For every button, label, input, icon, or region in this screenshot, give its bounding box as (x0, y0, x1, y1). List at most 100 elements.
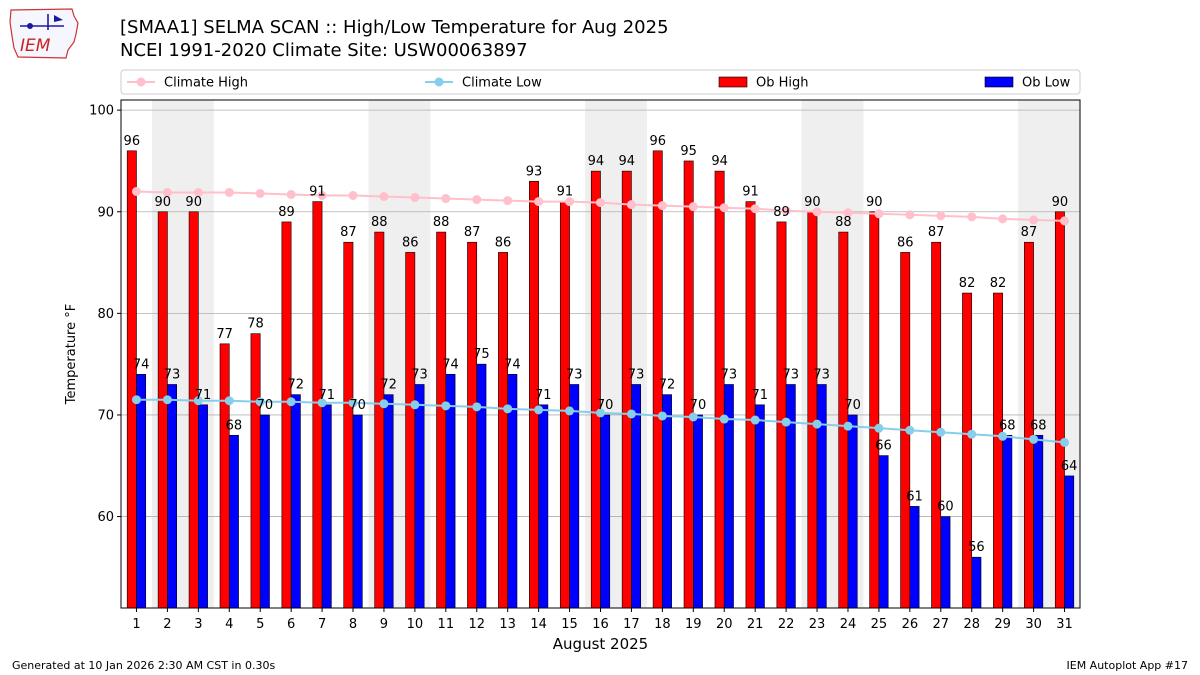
climate-low-point (193, 396, 203, 406)
legend-label-ob-high: Ob High (756, 76, 809, 91)
ob-low-bar (198, 404, 208, 609)
footer-generated: Generated at 10 Jan 2026 2:30 AM CST in … (12, 659, 276, 672)
y-tick-label: 80 (97, 307, 114, 322)
ob-low-label: 74 (504, 357, 521, 372)
ob-low-label: 68 (1030, 418, 1047, 433)
climate-low-point (379, 399, 389, 409)
ob-high-label: 89 (773, 205, 790, 220)
climate-low-point (441, 401, 451, 411)
ob-high-bar (931, 241, 942, 609)
climate-high-point (255, 188, 265, 198)
ob-high-label: 88 (835, 215, 852, 230)
ob-high-label: 86 (897, 235, 914, 250)
climate-low-point (1029, 434, 1039, 444)
ob-low-label: 68 (999, 418, 1016, 433)
climate-high-point (131, 186, 141, 196)
ob-low-bar (600, 414, 611, 609)
climate-low-point (967, 429, 977, 439)
ob-low-bar (538, 404, 549, 609)
ob-high-bar (498, 252, 508, 609)
ob-high-label: 93 (526, 164, 543, 179)
climate-low-point (688, 412, 698, 422)
legend-box (120, 69, 1081, 95)
ob-low-bar (909, 506, 920, 609)
ob-high-bar (1054, 211, 1065, 609)
ob-high-bar (219, 343, 230, 609)
x-tick-label: 11 (438, 617, 455, 632)
climate-low-point (472, 402, 482, 412)
x-tick-label: 9 (380, 617, 388, 632)
legend-label-ob-low: Ob Low (1022, 76, 1071, 91)
ob-low-bar (693, 414, 703, 609)
climate-low-point (534, 405, 544, 415)
climate-low-point (565, 406, 575, 416)
x-tick-label: 10 (407, 617, 424, 632)
climate-high-point (565, 197, 575, 207)
x-tick-label: 5 (256, 617, 264, 632)
climate-high-point (503, 196, 513, 206)
ob-high-label: 88 (433, 215, 450, 230)
climate-high-point (286, 189, 296, 199)
ob-low-label: 70 (349, 398, 366, 413)
climate-low-point (998, 431, 1008, 441)
ob-low-bar (476, 363, 487, 609)
ob-low-label: 72 (380, 378, 397, 393)
ob-low-bar (1033, 434, 1044, 609)
ob-low-label: 70 (690, 398, 707, 413)
climate-low-point (905, 425, 915, 435)
climate-high-point (719, 203, 729, 213)
ob-low-bar (383, 394, 394, 609)
ob-low-bar (754, 404, 765, 609)
ob-low-label: 73 (164, 367, 181, 382)
ob-low-bar (136, 374, 147, 609)
ob-high-label: 96 (124, 134, 141, 149)
ob-high-bar (683, 160, 694, 609)
ob-low-label: 70 (844, 398, 861, 413)
ob-high-bar (745, 201, 756, 609)
ob-low-label: 73 (782, 367, 799, 382)
chart-title: [SMAA1] SELMA SCAN :: High/Low Temperatu… (120, 17, 669, 38)
x-tick-label: 30 (1025, 617, 1042, 632)
ob-high-bar (467, 241, 478, 609)
ob-high-bar (436, 231, 447, 609)
climate-low-point (781, 417, 791, 427)
x-tick-label: 1 (132, 617, 140, 632)
x-tick-label: 24 (840, 617, 857, 632)
ob-high-bar (126, 150, 137, 609)
climate-high-point (534, 197, 544, 207)
legend-label-climate-low: Climate Low (462, 76, 542, 91)
chart-subtitle: NCEI 1991-2020 Climate Site: USW00063897 (120, 40, 528, 61)
ob-high-label: 87 (1021, 225, 1038, 240)
climate-high-point (596, 198, 605, 208)
y-tick-label: 100 (89, 104, 114, 119)
x-tick-label: 31 (1056, 617, 1073, 632)
ob-low-label: 70 (597, 398, 614, 413)
ob-high-bar (405, 252, 416, 609)
ob-high-bar (188, 211, 199, 609)
x-tick-label: 26 (902, 617, 919, 632)
ob-high-label: 94 (588, 154, 605, 169)
climate-high-point (626, 200, 636, 210)
x-tick-label: 17 (623, 617, 640, 632)
x-tick-label: 7 (318, 617, 326, 632)
ob-high-bar (590, 170, 601, 609)
ob-high-label: 88 (371, 215, 388, 230)
x-tick-label: 16 (592, 617, 609, 632)
ob-low-bar (816, 384, 827, 609)
ob-high-bar (869, 211, 880, 609)
ob-low-label: 70 (257, 398, 274, 413)
ob-low-label: 73 (721, 367, 738, 382)
ob-low-bar (847, 414, 858, 609)
climate-low-point (874, 423, 884, 433)
x-tick-label: 13 (499, 617, 516, 632)
climate-low-point (719, 414, 729, 424)
ob-low-bar (971, 556, 982, 609)
x-tick-label: 2 (163, 617, 171, 632)
x-tick-label: 27 (933, 617, 950, 632)
ob-low-bar (228, 434, 239, 609)
climate-high-point (688, 202, 698, 212)
ob-low-label: 73 (813, 367, 830, 382)
ob-high-bar (807, 211, 818, 609)
x-tick-label: 25 (871, 617, 888, 632)
